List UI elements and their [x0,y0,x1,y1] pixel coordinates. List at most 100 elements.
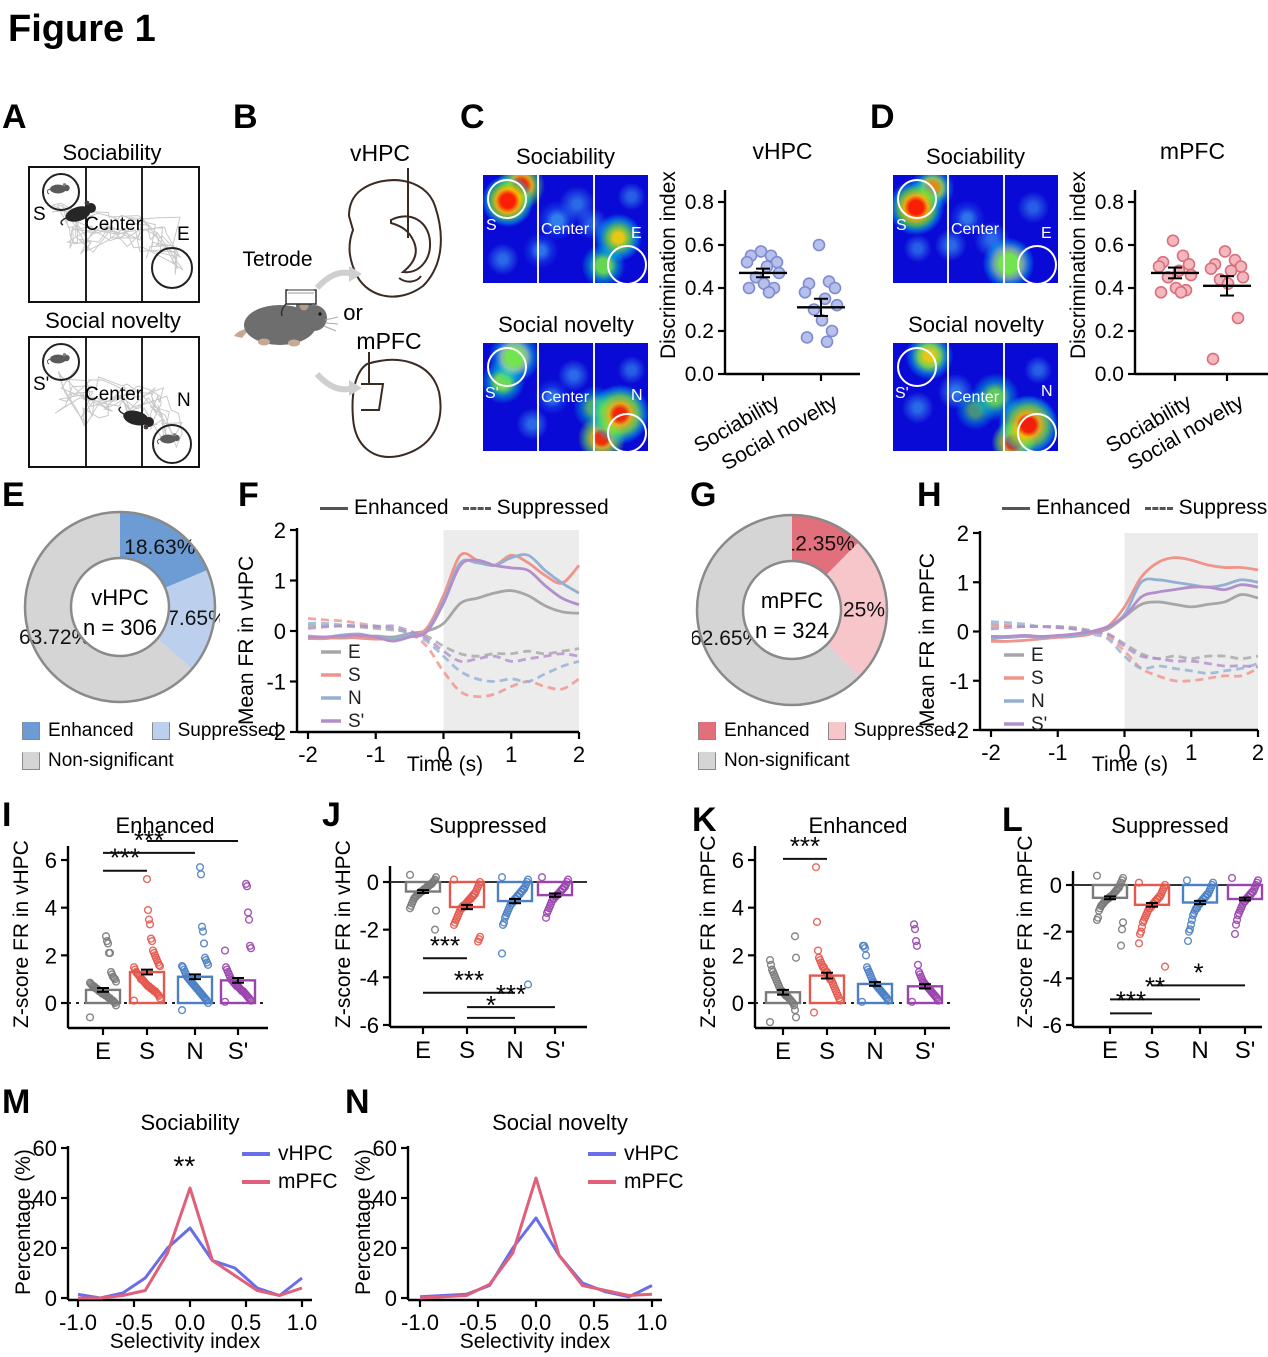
svg-text:4: 4 [45,896,57,921]
svg-text:6: 6 [45,848,57,873]
svg-text:-2: -2 [1042,920,1062,945]
dashed-line-icon [462,506,491,510]
svg-text:-6: -6 [1042,1013,1062,1038]
svg-text:12.35%: 12.35% [784,532,855,555]
legend-label: Non-significant [48,750,174,771]
mpfc-line-icon [242,1180,270,1184]
svg-text:-2: -2 [949,718,969,743]
heatmap-label: Center [951,389,1000,406]
svg-text:S': S' [1235,1037,1256,1064]
subject-mouse-icon [60,200,96,226]
panel-letter: F [238,476,259,514]
donut-center-n: n = 324 [754,618,829,643]
heatmap-title: Social novelty [908,312,1044,337]
panel-letter: K [692,801,717,839]
region-label-vhpc: vHPC [349,140,411,166]
svg-text:0: 0 [957,620,969,645]
panel-e: E 18.63% 17.65% 63.72% vHPC n = 306 Enhanc… [0,470,279,790]
solid-line-icon [1002,506,1030,510]
novel-cup [152,424,192,464]
svg-text:-1.0: -1.0 [59,1310,97,1335]
legend-row: Enhanced Suppressed [698,720,955,742]
line-style-legend: Enhanced Suppressed [320,496,609,520]
heatmap-social-novelty-vhpc: S' Center N [483,343,648,451]
svg-text:S: S [1031,668,1044,689]
nonsignificant-swatch [698,752,716,770]
donut-center-region: mPFC [760,588,824,613]
svg-text:0: 0 [367,870,379,895]
svg-text:E: E [775,1038,791,1065]
cup-marker [1017,245,1057,283]
enhanced-swatch [22,722,40,740]
heatmap-label: N [1041,383,1053,400]
svg-text:0.8: 0.8 [685,191,714,214]
svg-text:E: E [1102,1037,1118,1064]
arena-divider [85,338,87,466]
svg-text:**: ** [1145,971,1165,1001]
svg-text:6: 6 [732,848,744,873]
svg-text:*: * [1193,957,1203,987]
svg-text:E: E [415,1037,431,1064]
panel-letter: J [322,796,341,834]
svg-text:-1: -1 [949,669,969,694]
legend-label: Suppressed [496,496,609,519]
svg-text:2: 2 [957,521,969,546]
heatmap-label: Center [541,221,590,238]
cup-marker [897,179,937,219]
arena-sociability: S Center E [28,166,200,303]
svg-text:1.0: 1.0 [287,1310,318,1335]
svg-text:0.2: 0.2 [685,320,714,343]
donut-center-n: n = 306 [82,615,157,640]
svg-text:N: N [1191,1037,1208,1064]
svg-text:0.0: 0.0 [175,1310,206,1335]
svg-text:-2: -2 [298,742,318,767]
cup-marker [897,347,937,387]
legend-row: mPFC [242,1170,338,1194]
figure-title: Figure 1 [8,8,156,50]
svg-text:S: S [1144,1037,1160,1064]
svg-text:2: 2 [1252,740,1264,765]
svg-text:-1: -1 [366,742,386,767]
svg-text:***: *** [496,979,526,1009]
arena-label-right: N [177,390,191,411]
svg-text:**: ** [174,1151,196,1182]
svg-text:0.0: 0.0 [685,363,714,386]
suppressed-swatch [827,722,846,740]
tetrode-label: Tetrode [242,248,313,271]
subject-mouse-icon [118,406,154,430]
svg-text:25%: 25% [843,598,885,621]
cup-marker [1017,413,1057,451]
legend-label: Enhanced [354,496,449,519]
svg-text:-4: -4 [359,965,379,990]
x-axis-label: Selectivity index [109,1330,261,1353]
svg-text:***: *** [1116,985,1146,1015]
legend-row: Non-significant [698,750,850,772]
vhpc-line-icon [588,1152,616,1156]
panel-c: C Sociability S Center E Social novelty … [460,100,870,475]
svg-text:0: 0 [1050,873,1062,898]
svg-text:*: * [187,830,197,843]
svg-text:S': S' [348,711,364,732]
panel-letter: E [2,476,25,514]
svg-text:0.4: 0.4 [685,277,715,300]
mpfc-region-box [361,383,385,411]
heatmap-label: S [486,217,497,234]
svg-text:0: 0 [274,619,286,644]
panel-g: G 12.35% 25% 62.65% mPFC n = 324 Enhanced … [685,470,955,790]
heatmap-label: N [631,387,643,404]
mpfc-response-donut: 12.35% 25% 62.65% [692,513,889,707]
svg-text:-4: -4 [1042,966,1062,991]
panel-d: D Sociability S Center E Social novelty … [870,100,1268,475]
svg-text:-0.5: -0.5 [459,1310,497,1335]
panel-k: K Enhanced Z-score FR in mPFC 0 2 4 6 E S N S' *… [688,795,1000,1075]
enhanced-swatch [698,722,716,740]
svg-text:N: N [1031,691,1045,712]
svg-text:18.63%: 18.63% [124,536,195,559]
panel-letter: I [2,796,12,834]
panel-n: N Social novelty Percentage (%) 0 20 40 60-… [340,1080,700,1357]
solid-line-icon [320,506,348,510]
panel-letter: A [2,98,27,136]
svg-text:E: E [95,1038,111,1065]
panel-j: J Suppressed Z-score FR in vHPC 0 -2 -4 -6 E… [318,795,633,1075]
vhpc-line-icon [242,1152,270,1156]
